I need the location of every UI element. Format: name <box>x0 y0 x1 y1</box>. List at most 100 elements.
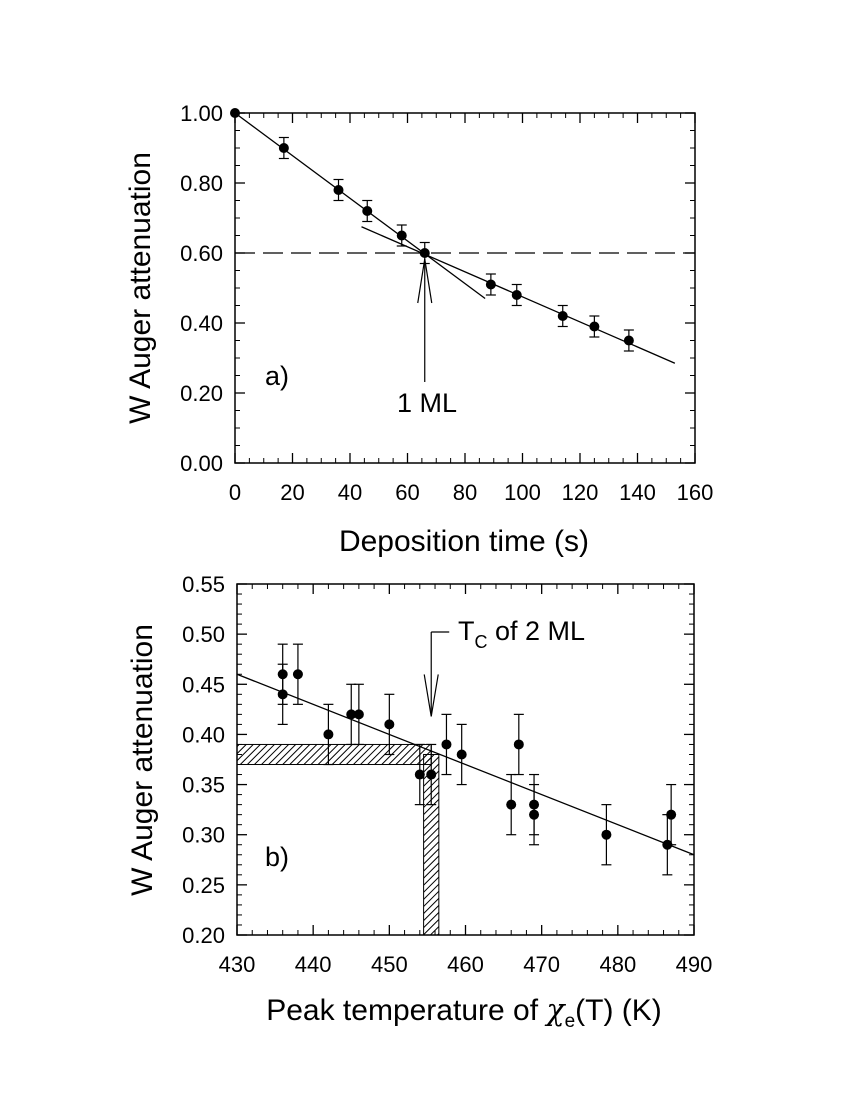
data-point-3 <box>323 703 334 766</box>
hatched-region-0 <box>236 743 432 766</box>
data-marker <box>346 709 357 720</box>
data-point-17 <box>666 783 677 846</box>
y-tick-label: 0.30 <box>182 823 225 848</box>
data-point-7 <box>414 743 425 806</box>
data-marker <box>456 749 467 760</box>
panel-a-y-tick-labels: 0.00 0.20 0.40 0.60 0.80 1.00 <box>180 101 223 476</box>
data-point-2 <box>333 178 344 202</box>
data-point-4 <box>346 683 357 746</box>
panel-b-x-axis-title-tail: (T) (K) <box>575 994 662 1027</box>
data-point-5 <box>353 683 364 746</box>
y-tick-label: 0.45 <box>182 672 225 697</box>
panel-a-label: a) <box>265 361 289 391</box>
x-tick-label: 440 <box>295 952 332 977</box>
data-marker <box>333 185 344 195</box>
panel-b-arrow <box>423 631 450 717</box>
x-tick-label: 160 <box>677 480 714 505</box>
data-point-15 <box>601 804 612 866</box>
x-tick-label: 490 <box>676 952 713 977</box>
data-point-2 <box>292 643 303 705</box>
data-marker <box>292 669 303 680</box>
panel-a-frame <box>234 112 696 464</box>
panel-a-x-tick-labels: 0 20 40 60 80 100 120 140 160 <box>229 480 713 505</box>
data-marker <box>511 290 522 300</box>
x-tick-label: 0 <box>229 480 241 505</box>
y-tick-label: 1.00 <box>180 101 223 126</box>
panel-a-x-axis-title: Deposition time (s) <box>339 525 589 558</box>
panel-a: 0 20 40 60 80 100 120 140 160 0.000.200.400.600.… <box>124 101 713 558</box>
y-tick-label: 0.25 <box>182 873 225 898</box>
x-tick-label: 60 <box>395 480 419 505</box>
x-tick-label: 20 <box>280 480 304 505</box>
panel-b-annotation-tail: of 2 ML <box>488 616 586 646</box>
panel-b-x-axis-title: Peak temperature of χe(T) (K) <box>266 993 662 1032</box>
data-marker <box>353 709 364 720</box>
data-point-9 <box>589 315 600 338</box>
x-tick-label: 140 <box>619 480 656 505</box>
panel-b-y-axis-title: W Auger attenuation <box>126 624 159 896</box>
x-tick-label: 120 <box>562 480 599 505</box>
data-marker <box>419 248 430 258</box>
panel-a-arrow <box>417 258 433 382</box>
data-point-8 <box>426 743 437 806</box>
data-point-10 <box>623 329 634 352</box>
data-point-8 <box>557 304 568 328</box>
panel-b-x-axis-title-symbol: χ <box>544 993 566 1028</box>
data-point-6 <box>485 273 496 296</box>
y-tick-label: 0.00 <box>180 451 223 476</box>
y-tick-label: 0.80 <box>180 171 223 196</box>
data-point-7 <box>511 283 522 307</box>
arrow-head <box>423 674 439 717</box>
data-marker <box>513 739 524 750</box>
data-point-1 <box>278 136 289 160</box>
data-marker <box>396 230 407 241</box>
data-marker <box>557 311 568 321</box>
data-point-1 <box>277 663 288 726</box>
data-point-12 <box>513 713 524 776</box>
y-tick-label: 0.50 <box>182 622 225 647</box>
x-tick-label: 450 <box>371 952 408 977</box>
data-marker <box>601 829 612 840</box>
y-tick-label: 0.20 <box>180 381 223 406</box>
data-marker <box>426 769 437 780</box>
data-point-6 <box>384 693 395 756</box>
panel-a-points <box>230 108 634 352</box>
panel-b-points <box>277 643 677 876</box>
panel-b-annotation: TC of 2 ML <box>458 616 585 652</box>
data-marker <box>529 809 540 820</box>
data-point-4 <box>396 224 407 247</box>
panel-b-x-axis-title-sub: e <box>565 1011 576 1032</box>
data-marker <box>666 809 677 820</box>
panel-a-annotation: 1 ML <box>397 388 457 418</box>
data-point-14 <box>529 783 540 846</box>
fit-line-0 <box>234 112 486 300</box>
panel-a-fit-lines <box>234 112 676 364</box>
x-tick-label: 430 <box>219 952 256 977</box>
panel-b-hatched-regions <box>236 743 440 936</box>
panel-b: 430 440 450 460 470 480 490 0.200.250.300.350.… <box>126 572 712 1032</box>
panel-b-fit-lines <box>236 673 695 856</box>
data-marker <box>384 719 395 730</box>
x-tick-label: 470 <box>523 952 560 977</box>
data-marker <box>414 769 425 780</box>
data-marker <box>323 729 334 740</box>
data-marker <box>441 739 452 750</box>
y-tick-label: 0.40 <box>182 722 225 747</box>
y-tick-label: 0.60 <box>180 241 223 266</box>
y-tick-label: 0.55 <box>182 572 225 597</box>
panel-b-annotation-sub: C <box>475 632 488 652</box>
panel-b-label: b) <box>265 842 289 872</box>
data-marker <box>623 335 634 346</box>
x-tick-label: 100 <box>504 480 541 505</box>
x-tick-label: 40 <box>338 480 362 505</box>
arrow-head <box>417 258 433 304</box>
data-point-10 <box>456 723 467 786</box>
y-tick-label: 0.35 <box>182 773 225 798</box>
data-marker <box>362 206 373 216</box>
panel-a-y-axis-title: W Auger attenuation <box>124 152 157 424</box>
x-tick-label: 80 <box>453 480 477 505</box>
panel-b-y-tick-labels: 0.20 0.25 0.30 0.35 0.40 0.45 0.50 0.55 <box>182 572 225 948</box>
panel-b-x-axis-title-main: Peak temperature of <box>266 994 546 1027</box>
y-tick-label: 0.40 <box>180 311 223 336</box>
